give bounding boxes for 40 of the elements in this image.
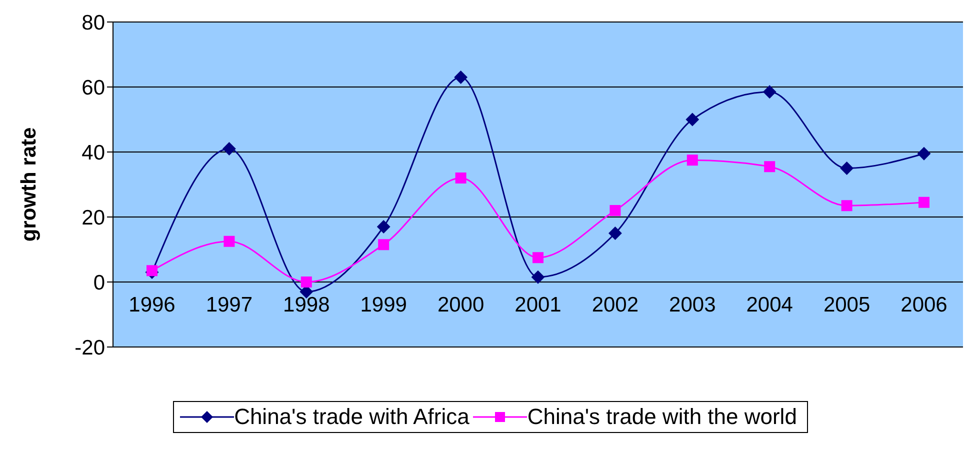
point bbox=[840, 162, 854, 175]
x-tick-label: 1999 bbox=[360, 293, 407, 316]
legend-label: China's trade with Africa bbox=[234, 404, 470, 430]
point bbox=[918, 196, 930, 208]
x-tick-label: 2002 bbox=[592, 293, 639, 316]
point bbox=[686, 154, 698, 166]
point bbox=[378, 239, 390, 250]
x-tick-label: 2001 bbox=[514, 293, 562, 316]
point bbox=[146, 265, 158, 276]
point bbox=[300, 276, 312, 288]
x-tick-label: 1998 bbox=[283, 293, 330, 316]
point bbox=[764, 161, 776, 172]
y-tick-label: 20 bbox=[82, 206, 105, 230]
point bbox=[532, 252, 544, 264]
point bbox=[763, 85, 776, 98]
point bbox=[224, 236, 235, 247]
point bbox=[454, 70, 468, 84]
y-tick-label: -20 bbox=[74, 336, 105, 360]
point bbox=[222, 142, 236, 156]
point bbox=[610, 205, 621, 216]
point bbox=[377, 220, 390, 234]
y-tick-label: 60 bbox=[82, 76, 105, 100]
legend-label: China's trade with the world bbox=[527, 404, 797, 430]
point bbox=[608, 226, 622, 240]
y-tick-label: 40 bbox=[82, 141, 105, 164]
point bbox=[841, 200, 852, 212]
x-tick-label: 2006 bbox=[900, 293, 948, 316]
x-tick-label: 2004 bbox=[746, 293, 794, 316]
point bbox=[455, 172, 466, 184]
y-tick-label: 80 bbox=[82, 11, 105, 34]
x-tick-label: 1997 bbox=[206, 293, 253, 316]
point bbox=[686, 113, 699, 126]
y-axis-title: growth rate bbox=[17, 127, 40, 242]
x-tick-label: 2003 bbox=[669, 293, 716, 316]
x-tick-label: 1996 bbox=[128, 293, 176, 316]
x-tick-label: 2000 bbox=[437, 293, 484, 316]
y-tick-label: 0 bbox=[93, 271, 105, 294]
point bbox=[918, 147, 930, 160]
x-tick-label: 2005 bbox=[823, 293, 870, 316]
point bbox=[532, 270, 544, 284]
